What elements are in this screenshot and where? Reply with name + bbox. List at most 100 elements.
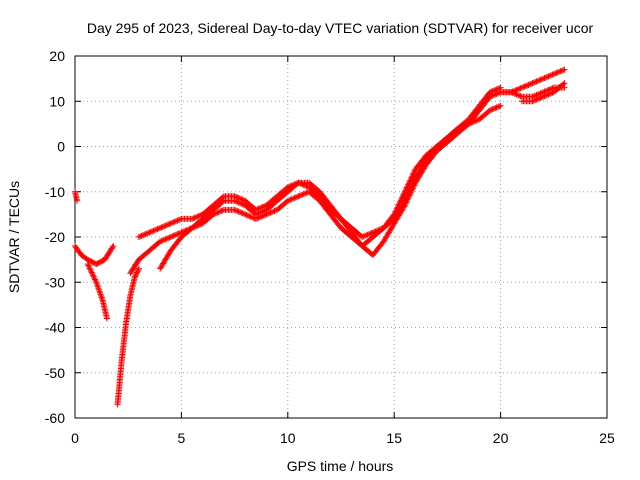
data-point [401, 190, 408, 197]
data-point [171, 218, 178, 225]
data-point [488, 93, 495, 100]
data-point [85, 262, 92, 269]
data-point [131, 274, 138, 281]
data-point [409, 185, 416, 192]
chart-title: Day 295 of 2023, Sidereal Day-to-day VTE… [87, 20, 594, 36]
data-point [135, 266, 142, 273]
data-point [541, 93, 548, 100]
x-tick-label: 15 [386, 430, 402, 446]
x-tick-label: 5 [178, 430, 186, 446]
data-point [266, 210, 273, 217]
data-point [400, 191, 407, 198]
data-point [193, 214, 200, 221]
data-point [171, 232, 178, 239]
y-axis-label: SDTVAR / TECUs [6, 181, 22, 293]
data-point [166, 234, 173, 241]
data-point [88, 268, 95, 275]
data-point [494, 103, 501, 110]
data-point [546, 72, 553, 79]
data-point [238, 209, 245, 216]
data-point [157, 238, 164, 245]
data-point [512, 90, 519, 97]
data-point [409, 173, 416, 180]
data-point [508, 89, 515, 96]
data-point [159, 237, 166, 244]
data-point [489, 92, 496, 99]
data-point [142, 231, 149, 238]
data-point [247, 213, 254, 220]
data-point [236, 209, 243, 216]
y-tick-label: 10 [49, 93, 65, 109]
data-point [407, 191, 414, 198]
data-point [240, 210, 247, 217]
data-point [89, 270, 96, 277]
y-tick-label: -30 [45, 274, 65, 290]
data-point [132, 272, 139, 279]
data-point [401, 202, 408, 209]
data-point [88, 269, 95, 276]
data-point [557, 68, 564, 75]
data-point [158, 224, 165, 231]
data-point [149, 228, 156, 235]
data-point [86, 263, 93, 270]
data-point [133, 270, 140, 277]
data-point [110, 243, 117, 250]
data-point [267, 209, 274, 216]
y-tick-label: 0 [57, 139, 65, 155]
data-point [530, 79, 537, 86]
data-point [548, 72, 555, 79]
data-point [510, 90, 517, 97]
data-point [545, 73, 552, 80]
data-point [219, 207, 226, 214]
data-point [517, 85, 524, 92]
data-point [258, 209, 265, 216]
data-point [365, 231, 372, 238]
data-point [170, 232, 177, 239]
data-point [190, 215, 197, 222]
data-point [540, 75, 547, 82]
data-point [90, 272, 97, 279]
data-point [290, 195, 297, 202]
data-point [407, 177, 414, 184]
data-point [252, 211, 259, 218]
data-point [295, 193, 302, 200]
data-point [492, 105, 499, 112]
data-point [159, 223, 166, 230]
data-point [239, 210, 246, 217]
data-point [74, 197, 81, 204]
data-point [397, 197, 404, 204]
data-point [405, 181, 412, 188]
series-track-a [72, 188, 81, 204]
data-point [162, 236, 169, 243]
data-point [134, 268, 141, 275]
data-point [497, 102, 504, 109]
data-point [398, 195, 405, 202]
data-point [537, 76, 544, 83]
data-point [538, 76, 545, 83]
data-point [493, 104, 500, 111]
data-point [235, 199, 242, 206]
data-point [402, 200, 409, 207]
data-point [157, 224, 164, 231]
data-point [529, 80, 536, 87]
data-point [408, 188, 415, 195]
data-point [534, 77, 541, 84]
data-point [173, 231, 180, 238]
data-point [175, 230, 182, 237]
data-point [294, 180, 301, 187]
data-point [284, 197, 291, 204]
data-point [242, 211, 249, 218]
x-tick-label: 25 [599, 430, 615, 446]
data-point [166, 220, 173, 227]
data-point [529, 98, 536, 105]
data-point [532, 97, 539, 104]
data-point [364, 231, 371, 238]
data-point [525, 81, 532, 88]
data-point [371, 228, 378, 235]
data-point [158, 237, 165, 244]
series-track-e [127, 102, 504, 277]
data-point [411, 168, 418, 175]
data-point [84, 261, 91, 268]
data-point [403, 199, 410, 206]
data-point [143, 230, 150, 237]
